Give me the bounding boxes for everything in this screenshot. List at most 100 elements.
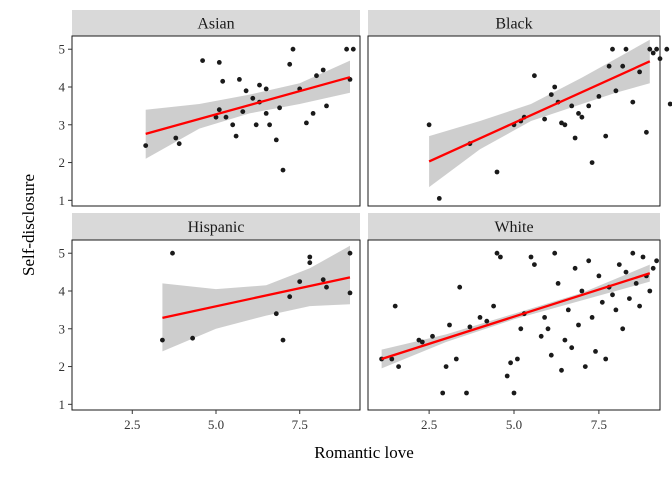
data-point [320,67,326,73]
data-point [467,324,473,330]
data-point [508,360,513,366]
data-point [613,88,619,94]
data-point [314,73,319,79]
facet-hispanic: Hispanic [71,213,361,411]
data-point [528,254,534,260]
data-point [233,133,239,139]
x-tick-label: 7.5 [591,417,607,432]
data-point [419,339,425,345]
facet-strip-white [368,213,660,240]
data-point [287,61,293,67]
data-point [620,63,626,69]
x-axis-right-column: 2.5 5.0 7.5 [421,410,607,432]
data-point [576,111,581,116]
data-point [347,290,353,296]
data-point [603,356,609,362]
data-point [579,288,585,294]
data-point [548,352,554,358]
data-point [596,273,602,279]
data-point [426,122,432,128]
data-point [552,84,558,90]
fit-line-asian [145,76,351,135]
data-point [552,250,558,256]
data-point [484,318,490,324]
data-point [304,120,309,126]
data-point [240,109,246,114]
data-point [545,326,551,332]
data-point [176,141,182,147]
data-point [280,337,286,343]
y-tick-label: 4 [59,284,66,299]
data-point [515,356,520,362]
data-point [170,250,175,256]
data-point [623,269,629,275]
data-point [586,258,592,264]
facet-strip-label-hispanic: Hispanic [188,219,245,236]
data-point [620,326,626,332]
data-point [664,46,670,52]
data-point [596,94,602,99]
facet-panels: Asian Black Hispanic White [71,10,672,411]
data-point [538,333,544,339]
x-axis-title: Romantic love [314,443,414,462]
data-point [491,303,496,309]
data-point [253,122,259,128]
data-point [650,50,656,56]
data-point [173,135,179,141]
data-point [586,103,592,109]
data-point [430,333,435,339]
fit-line-white [381,272,651,361]
data-point [494,169,500,175]
data-point [257,82,262,88]
data-point [603,133,609,139]
data-point [307,260,313,266]
data-point [637,303,642,309]
data-point [650,265,656,271]
y-tick-label: 1 [59,397,66,412]
data-point [559,367,564,373]
facet-strip-label-black: Black [495,16,532,33]
data-point [589,160,595,166]
y-tick-label: 2 [59,155,66,170]
confidence-band-black [429,39,650,188]
data-point [589,315,595,320]
y-axis-top-row: 1 2 3 4 5 [59,42,72,208]
data-point [606,63,612,69]
data-point [644,129,649,135]
data-point [576,322,581,328]
data-point [392,303,398,309]
data-point [436,196,442,201]
data-point [518,326,524,332]
data-point [616,262,622,267]
y-tick-label: 3 [59,321,66,336]
data-point [477,315,483,320]
data-point [290,46,296,52]
facet-strip-label-white: White [494,219,533,236]
data-point [542,315,547,320]
y-tick-label: 3 [59,117,66,132]
data-point [220,78,226,84]
data-point [498,254,503,260]
data-point [310,111,316,116]
data-point [569,345,575,351]
data-point [200,58,206,63]
x-tick-label: 5.0 [208,417,224,432]
data-point [630,99,636,105]
data-point [511,390,517,396]
facet-white: White [367,213,661,411]
data-point [273,311,279,317]
y-axis-bottom-row: 1 2 3 4 5 [59,246,72,412]
data-point [440,390,446,396]
data-point [548,92,554,97]
data-point [532,73,537,79]
facet-strip-black [368,10,660,36]
confidence-band-asian [145,60,350,159]
data-point [250,95,256,101]
data-point [572,135,578,141]
data-point [593,349,598,354]
data-point [287,294,293,300]
data-point [630,250,636,256]
data-point [610,292,615,298]
data-point [562,122,568,128]
data-point [263,111,269,116]
